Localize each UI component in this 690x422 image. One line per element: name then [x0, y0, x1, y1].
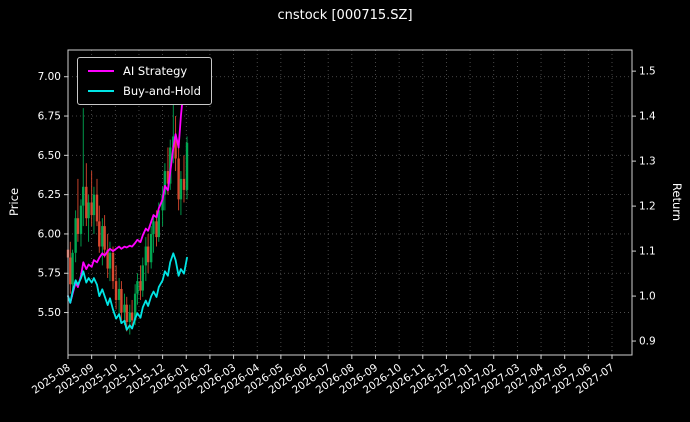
buy-and-hold-line-swatch	[88, 90, 114, 92]
svg-text:1.5: 1.5	[639, 66, 656, 78]
svg-text:1.3: 1.3	[639, 156, 656, 168]
legend-label-buy-and-hold: Buy-and-Hold	[123, 84, 201, 98]
svg-text:1.4: 1.4	[639, 111, 656, 123]
ai-strategy-line-swatch	[88, 70, 114, 72]
chart-title: cnstock [000715.SZ]	[277, 8, 413, 23]
svg-text:1.1: 1.1	[639, 246, 656, 258]
svg-text:6.50: 6.50	[38, 150, 61, 162]
svg-text:1.2: 1.2	[639, 201, 656, 213]
svg-text:0.9: 0.9	[639, 336, 656, 348]
legend-item-buy-and-hold: Buy-and-Hold	[88, 84, 201, 98]
svg-text:6.75: 6.75	[38, 111, 61, 123]
svg-text:6.25: 6.25	[38, 189, 61, 201]
legend-item-ai-strategy: AI Strategy	[88, 64, 201, 78]
svg-text:1.0: 1.0	[639, 291, 656, 303]
svg-text:5.50: 5.50	[38, 307, 61, 319]
legend-label-ai-strategy: AI Strategy	[123, 64, 188, 78]
svg-text:6.00: 6.00	[38, 228, 61, 240]
svg-text:5.75: 5.75	[38, 268, 61, 280]
svg-text:7.00: 7.00	[38, 71, 61, 83]
legend: AI Strategy Buy-and-Hold	[77, 57, 212, 105]
